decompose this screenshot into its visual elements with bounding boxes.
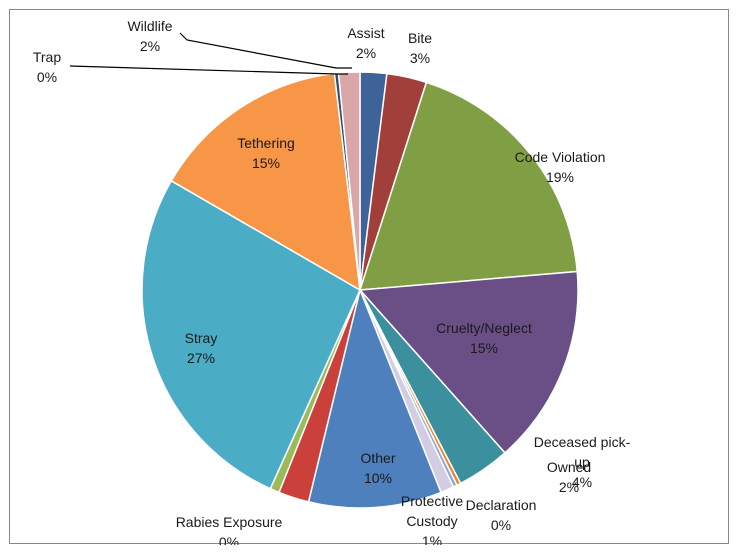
data-label-rabies-exposure: Rabies Exposure 0%: [176, 514, 283, 545]
data-label-declaration: Declaration 0%: [466, 497, 537, 533]
pie-slice-code-violation: [358, 81, 579, 291]
data-label-cruelty-neglect: Cruelty/Neglect 15%: [436, 320, 532, 356]
data-label-deceased-pick: Deceased pick-up 4%: [534, 434, 631, 490]
pie-chart: Assist 2% Bite 3% Code Violation 19% Cruelty/N…: [33, 18, 631, 545]
data-label-trap: Trap 0%: [33, 49, 61, 85]
pie-slice-stray: [141, 179, 361, 490]
data-label-other: Other 10%: [360, 450, 395, 486]
data-label-owned: Owned 2%: [547, 459, 591, 495]
data-label-tethering: Tethering 15%: [237, 135, 295, 171]
chart-area: Assist 2% Bite 3% Code Violation 19% Cruelty/N…: [9, 9, 729, 545]
data-label-protective: Protective Custody 1%: [401, 493, 463, 545]
data-label-code-violation: Code Violation 19%: [515, 149, 606, 185]
data-labels: Assist 2% Bite 3% Code Violation 19% Cruelty/N…: [33, 18, 631, 545]
data-label-bite: Bite 3%: [408, 30, 432, 66]
leader-lines: [69, 32, 352, 75]
leader-line-wildlife: [179, 32, 352, 69]
pie-slice-other: [307, 287, 442, 509]
data-label-assist: Assist 2%: [347, 25, 384, 61]
data-label-wildlife: Wildlife 2%: [127, 18, 172, 54]
pie-slice-tethering: [170, 72, 361, 292]
pie-slice-cruelty-neglect: [358, 270, 579, 454]
pie-slices: [141, 71, 579, 509]
pie-slice-wildlife: [337, 71, 361, 291]
data-label-stray: Stray 27%: [185, 330, 218, 366]
leader-line-trap: [69, 65, 348, 75]
